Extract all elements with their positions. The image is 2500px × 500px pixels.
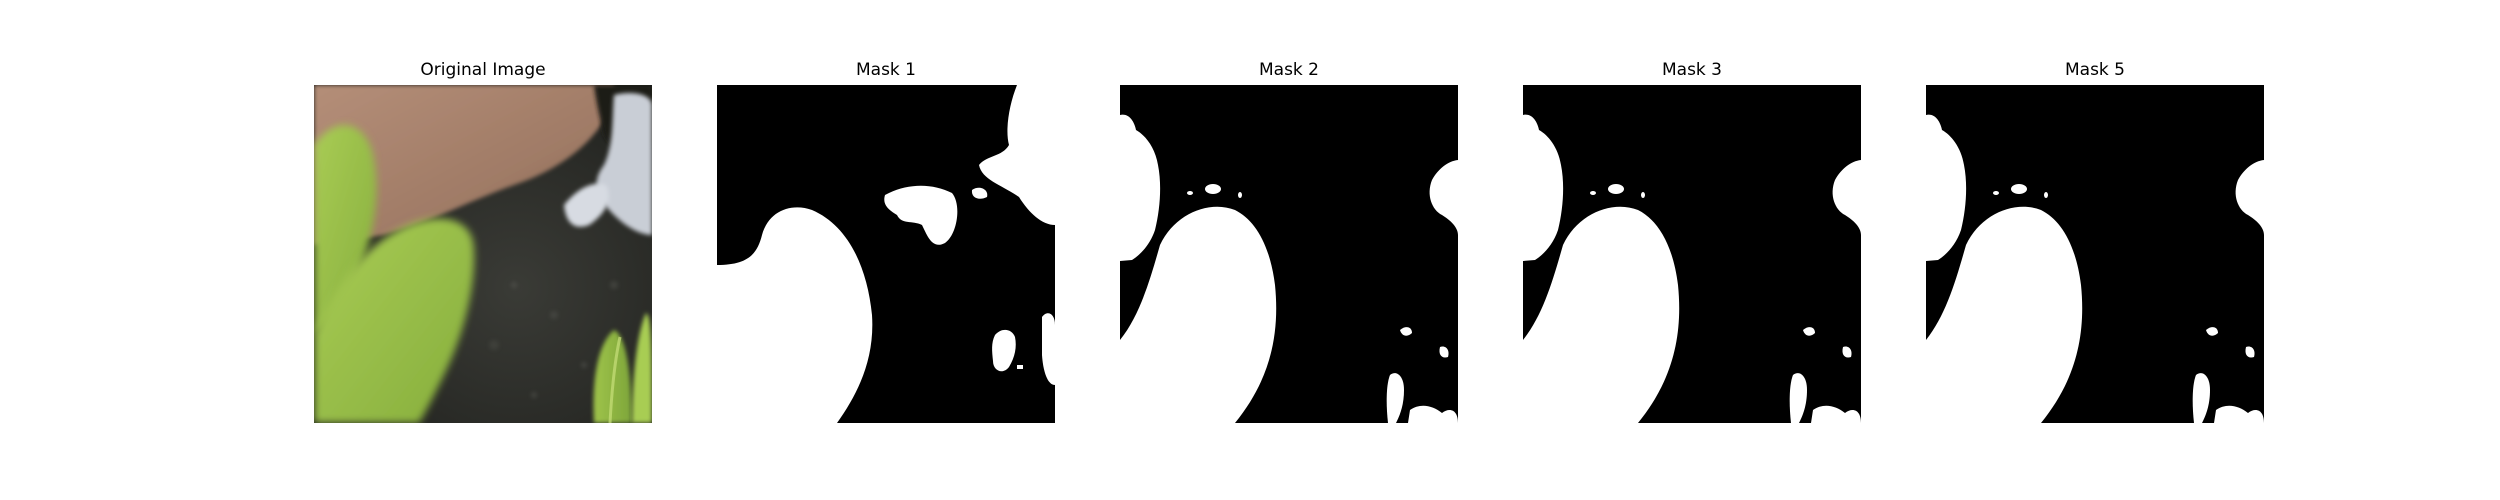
- panel-mask-1: Mask 1: [717, 0, 1055, 500]
- panel-mask-3: Mask 3: [1523, 0, 1861, 500]
- panel-title: Mask 5: [2064, 60, 2125, 80]
- mask-image: [1926, 85, 2264, 423]
- panel-title: Mask 2: [1258, 60, 1319, 80]
- panel-mask-2: Mask 2: [1120, 0, 1458, 500]
- panel-title: Original Image: [420, 60, 546, 80]
- original-image: [314, 85, 652, 423]
- mask-image: [1523, 85, 1861, 423]
- panel-title: Mask 3: [1661, 60, 1722, 80]
- panel-mask-5: Mask 5: [1926, 0, 2264, 500]
- panel-original-image: Original Image: [314, 0, 652, 500]
- mask-image: [1120, 85, 1458, 423]
- panel-title: Mask 1: [855, 60, 916, 80]
- mask-image: [717, 85, 1055, 423]
